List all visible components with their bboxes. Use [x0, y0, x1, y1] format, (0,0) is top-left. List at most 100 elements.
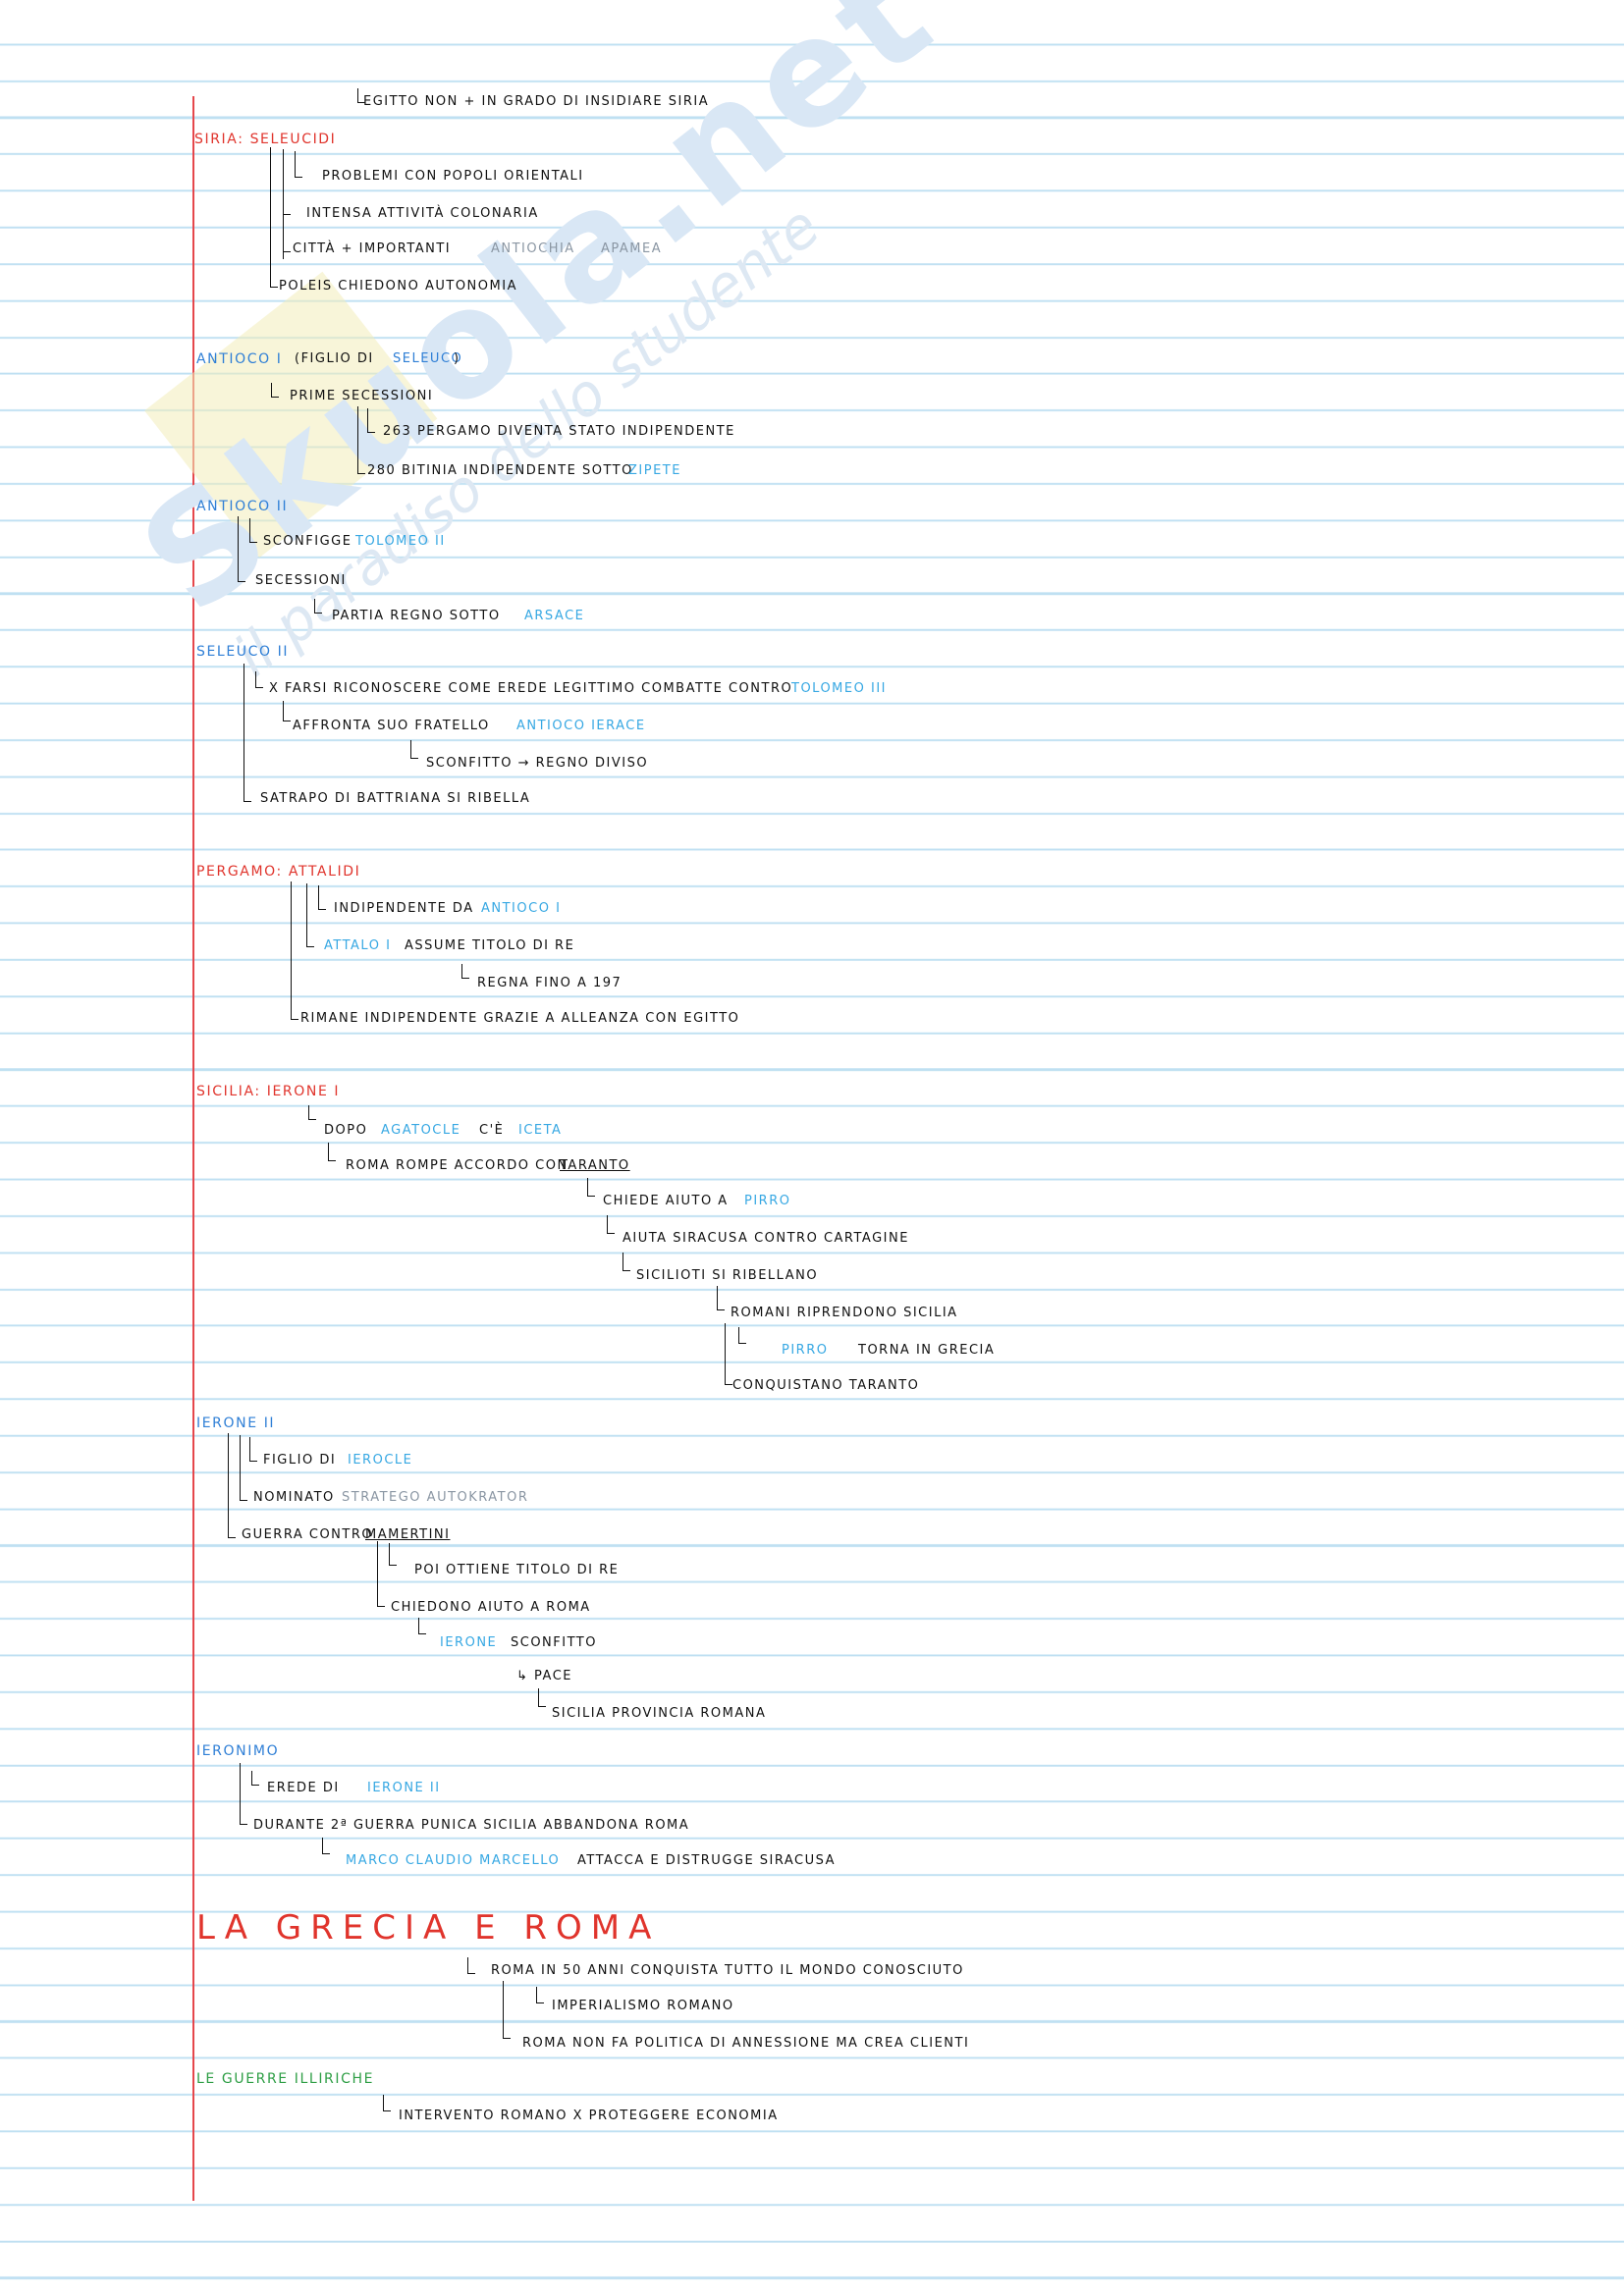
heading-seleuco-ii: seleuco ii	[196, 644, 290, 660]
note-line: 280 bitinia indipendente sotto	[367, 463, 633, 478]
section-title: la grecia e roma	[196, 1908, 661, 1948]
note-name: ierone	[440, 1635, 498, 1650]
bracket	[249, 1447, 257, 1462]
heading-antioco-i: antioco i	[196, 351, 283, 367]
note-line: chiedono aiuto a roma	[391, 1600, 591, 1615]
bracket-line	[306, 883, 307, 946]
bracket	[367, 418, 375, 433]
note-name: pirro	[744, 1194, 791, 1208]
note-name: seleuco	[393, 351, 463, 366]
bracket	[738, 1327, 746, 1344]
bracket	[291, 1005, 298, 1020]
note-line: prime secessioni	[290, 389, 434, 403]
note-name: antioco i	[481, 901, 562, 916]
bracket	[244, 787, 251, 802]
note-name: antiochia	[491, 241, 575, 256]
note-line: satrapo di battriana si ribella	[260, 791, 531, 806]
heading-ierone-ii: ierone ii	[196, 1415, 276, 1431]
note-line: sconfitto	[511, 1635, 597, 1650]
bracket	[283, 200, 291, 215]
note-line: erede di	[267, 1781, 340, 1795]
bracket	[377, 1592, 385, 1607]
note-line: nominato	[253, 1490, 335, 1505]
heading-antioco-ii: antioco ii	[196, 499, 289, 514]
bracket	[623, 1253, 630, 1271]
watermark-logo-box	[144, 271, 438, 559]
bracket	[295, 163, 302, 178]
note-line: sconfitto → regno diviso	[426, 756, 649, 771]
bracket	[283, 238, 291, 252]
note-line: imperialismo romano	[552, 1999, 734, 2013]
bracket	[240, 1810, 247, 1825]
note-line: chiede aiuto a	[603, 1194, 729, 1208]
note-name: arsace	[524, 609, 585, 623]
note-name: zipete	[628, 463, 681, 478]
bracket	[587, 1178, 595, 1197]
bracket-line	[238, 516, 239, 581]
bracket	[467, 1957, 475, 1974]
note-line: dopo	[324, 1123, 368, 1138]
note-line: indipendente da	[334, 901, 474, 916]
bracket-line	[357, 406, 358, 473]
bracket	[383, 2095, 391, 2111]
note-line: guerra contro	[242, 1527, 374, 1542]
bracket-line	[377, 1541, 378, 1606]
note-name: ierone ii	[367, 1781, 441, 1795]
bracket	[410, 740, 418, 759]
note-line: secessioni	[255, 573, 347, 588]
heading-guerre-illiriche: le guerre illiriche	[196, 2071, 375, 2087]
note-line: ↳ pace	[516, 1669, 572, 1683]
note-line: intervento romano x proteggere economia	[399, 2109, 779, 2123]
bracket-line	[228, 1433, 229, 1537]
note-line: roma rompe accordo con	[346, 1158, 568, 1173]
bracket	[536, 1987, 544, 2003]
bracket	[717, 1286, 725, 1310]
note-line: figlio di	[263, 1453, 337, 1468]
bracket	[249, 528, 257, 543]
bracket	[270, 273, 278, 288]
heading-ieronimo: ieronimo	[196, 1743, 280, 1759]
bracket	[503, 2024, 511, 2039]
note-line: romani riprendono sicilia	[731, 1306, 958, 1320]
note-line: x farsi riconoscere come erede legittimo…	[269, 681, 793, 696]
note-line: poleis chiedono autonomia	[279, 279, 517, 294]
bracket	[461, 964, 469, 979]
note-line: c'è	[479, 1123, 505, 1138]
bracket-line	[240, 1435, 241, 1500]
bracket-line	[291, 881, 292, 1019]
note-line: attacca e distrugge siracusa	[577, 1853, 837, 1868]
bracket	[240, 1486, 247, 1501]
note-line: sicilioti si ribellano	[636, 1268, 819, 1283]
bracket	[357, 459, 365, 474]
bracket	[255, 671, 263, 688]
note-line: )	[454, 351, 460, 366]
note-name: tolomeo iii	[791, 681, 887, 696]
bracket	[322, 1838, 330, 1854]
bracket	[328, 1143, 336, 1161]
note-name: tolomeo ii	[355, 534, 446, 549]
note-name: apamea	[601, 241, 663, 256]
bracket	[238, 567, 245, 582]
bracket	[607, 1215, 615, 1234]
note-name: pirro	[782, 1343, 829, 1358]
note-line: (figlio di	[295, 351, 374, 366]
note-line: assume titolo di re	[405, 938, 575, 953]
note-line: poi ottiene titolo di re	[414, 1563, 620, 1577]
bracket	[306, 933, 314, 947]
note-underlined: mamertini	[365, 1527, 451, 1542]
note-line: sconfigge	[263, 534, 352, 549]
note-line: regna fino a 197	[477, 976, 623, 990]
note-line: roma in 50 anni conquista tutto il mondo…	[491, 1963, 964, 1978]
bracket	[251, 1771, 259, 1786]
bracket	[228, 1523, 236, 1538]
margin-line	[192, 96, 194, 2201]
heading-sicilia: sicilia: ierone i	[196, 1084, 341, 1099]
note-line: intensa attività colonaria	[306, 206, 539, 221]
bracket-line	[725, 1323, 726, 1384]
note-line: problemi con popoli orientali	[322, 169, 584, 184]
note-line: città + importanti	[293, 241, 452, 256]
bracket	[418, 1618, 426, 1634]
bracket	[314, 599, 322, 614]
note-name: antioco ierace	[516, 719, 646, 733]
note-name: marco claudio marcello	[346, 1853, 561, 1868]
